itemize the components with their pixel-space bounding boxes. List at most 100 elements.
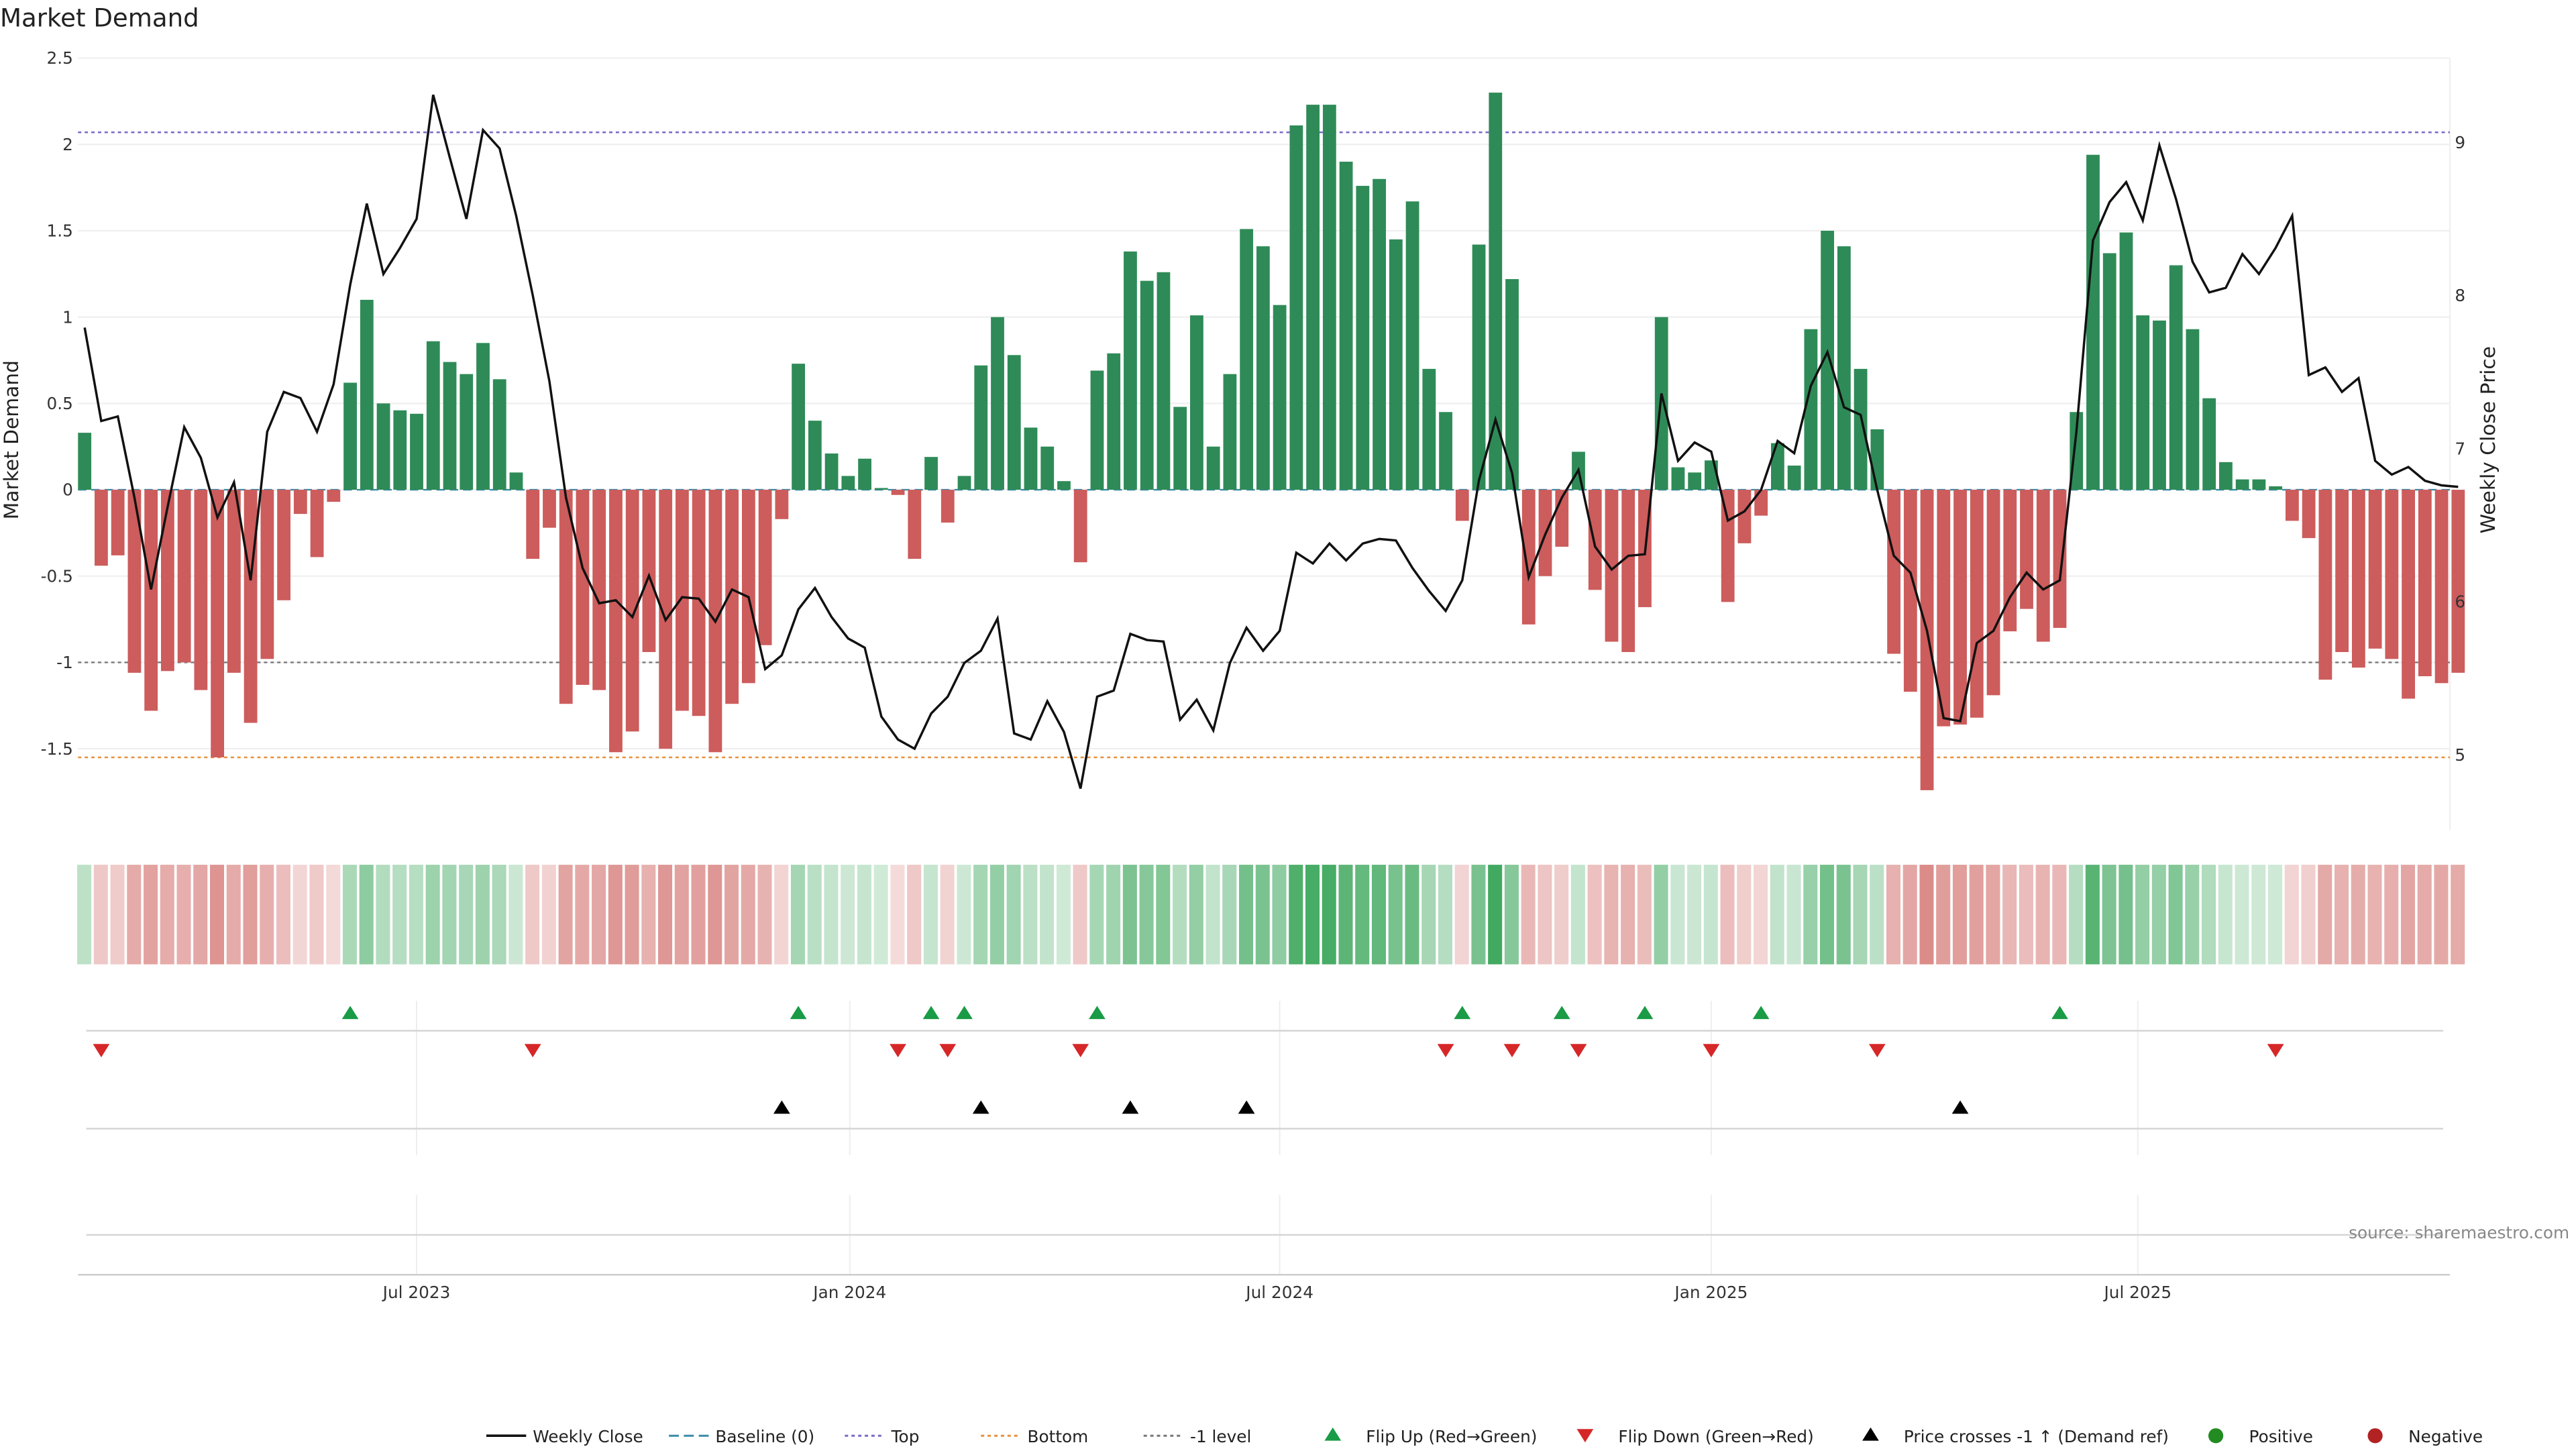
demand-bar	[1721, 490, 1735, 602]
heat-cell	[392, 865, 407, 965]
heat-cell	[2052, 865, 2067, 965]
heat-cell	[625, 865, 639, 965]
demand-bar	[741, 490, 755, 684]
demand-bar	[177, 490, 191, 663]
demand-bar	[526, 490, 540, 559]
demand-bar	[2136, 315, 2150, 490]
demand-bar	[858, 458, 871, 490]
heat-cell	[2400, 865, 2415, 965]
demand-bar	[1455, 490, 1469, 521]
demand-bar	[758, 490, 772, 645]
demand-bar	[1289, 125, 1303, 490]
demand-bar	[1937, 490, 1951, 727]
demand-bar	[874, 488, 888, 490]
demand-bar	[2335, 490, 2349, 653]
heat-cell	[292, 865, 307, 965]
y-axis-label: Market Demand	[0, 360, 23, 519]
legend-label: -1 level	[1190, 1427, 1251, 1446]
flip-down-marker	[939, 1044, 957, 1058]
heat-cell	[575, 865, 590, 965]
demand-bar	[2053, 490, 2067, 628]
legend: Weekly Close Baseline (0) Top Bottom -1 leve…	[486, 1427, 2483, 1446]
left-y-axis: 2.5 2 1.5 1 0.5 0 -0.5 -1 -1.5	[41, 48, 73, 759]
heat-cell	[2351, 865, 2365, 965]
demand-bar	[2351, 490, 2365, 668]
heat-cell	[1289, 865, 1303, 965]
heat-cell	[160, 865, 174, 965]
demand-bar	[576, 490, 590, 685]
demand-bar	[111, 490, 125, 555]
heat-cell	[127, 865, 142, 965]
legend-triangle-down-icon	[1576, 1429, 1594, 1443]
legend-item-positive: Positive	[2208, 1427, 2313, 1446]
heat-cell	[1173, 865, 1187, 965]
demand-bar	[2434, 490, 2449, 684]
heat-cell	[708, 865, 722, 965]
demand-bar	[957, 476, 971, 490]
y2-tick-label: 6	[2455, 592, 2465, 612]
heat-cell	[1040, 865, 1055, 965]
legend-item-flip-up-red-green-: Flip Up (Red→Green)	[1324, 1427, 1537, 1446]
demand-bar	[244, 490, 258, 723]
heat-cell	[1936, 865, 1951, 965]
demand-bar	[1804, 329, 1818, 490]
demand-bar	[327, 490, 341, 502]
heat-cell	[2268, 865, 2283, 965]
demand-bar	[2269, 486, 2283, 490]
demand-bar	[676, 490, 689, 711]
heat-cell	[824, 865, 839, 965]
y-tick-label: 1	[62, 307, 73, 327]
heat-cell	[1205, 865, 1220, 965]
heat-cell	[741, 865, 755, 965]
legend-circle-icon	[2208, 1428, 2224, 1444]
x-axis: Jul 2023 Jan 2024 Jul 2024 Jan 2025 Jul 2025	[78, 1273, 2450, 1302]
price-cross-marker	[773, 1100, 790, 1114]
heat-cell	[1754, 865, 1768, 965]
heat-cell	[1272, 865, 1287, 965]
heat-cell	[1570, 865, 1585, 965]
demand-bar	[78, 433, 92, 490]
flip-up-marker	[956, 1006, 973, 1020]
heat-cell	[2235, 865, 2249, 965]
demand-bar	[543, 490, 556, 528]
flip-up-marker	[1636, 1006, 1654, 1020]
demand-bar	[1223, 374, 1237, 490]
demand-bar	[1140, 280, 1154, 490]
demand-bar	[211, 490, 225, 758]
x-tick-label: Jul 2025	[2102, 1283, 2171, 1302]
heat-cell	[93, 865, 108, 965]
heat-cell	[558, 865, 573, 965]
demand-bar	[95, 490, 108, 566]
y2-tick-label: 7	[2455, 439, 2465, 458]
price-cross-marker	[1951, 1100, 1969, 1114]
demand-bar	[161, 490, 174, 672]
y2-tick-label: 8	[2455, 286, 2465, 305]
demand-bar	[227, 490, 241, 673]
demand-bar	[1754, 490, 1768, 516]
demand-bar	[144, 490, 158, 711]
demand-bar	[924, 457, 938, 490]
heat-cell	[724, 865, 739, 965]
flip-up-marker	[922, 1006, 940, 1020]
heat-cell	[1521, 865, 1536, 965]
demand-bar	[1206, 446, 1220, 490]
heat-cell	[1371, 865, 1386, 965]
price-cross-marker	[1238, 1100, 1255, 1114]
heat-cell	[641, 865, 656, 965]
demand-bar	[1107, 353, 1121, 490]
demand-bar	[1837, 246, 1851, 490]
demand-bar	[1240, 229, 1254, 490]
demand-bar	[2186, 329, 2200, 490]
demand-bar	[1621, 490, 1635, 653]
demand-bar	[2318, 490, 2332, 680]
heat-cell	[1703, 865, 1718, 965]
heat-cell	[1106, 865, 1121, 965]
flip-up-marker	[1752, 1006, 1770, 1020]
demand-bar	[1771, 443, 1784, 490]
heat-cell	[1670, 865, 1685, 965]
heat-cell	[2185, 865, 2200, 965]
demand-bar	[1422, 368, 1436, 490]
heat-cell	[2301, 865, 2316, 965]
heat-cell	[309, 865, 324, 965]
heat-cell	[1870, 865, 1884, 965]
